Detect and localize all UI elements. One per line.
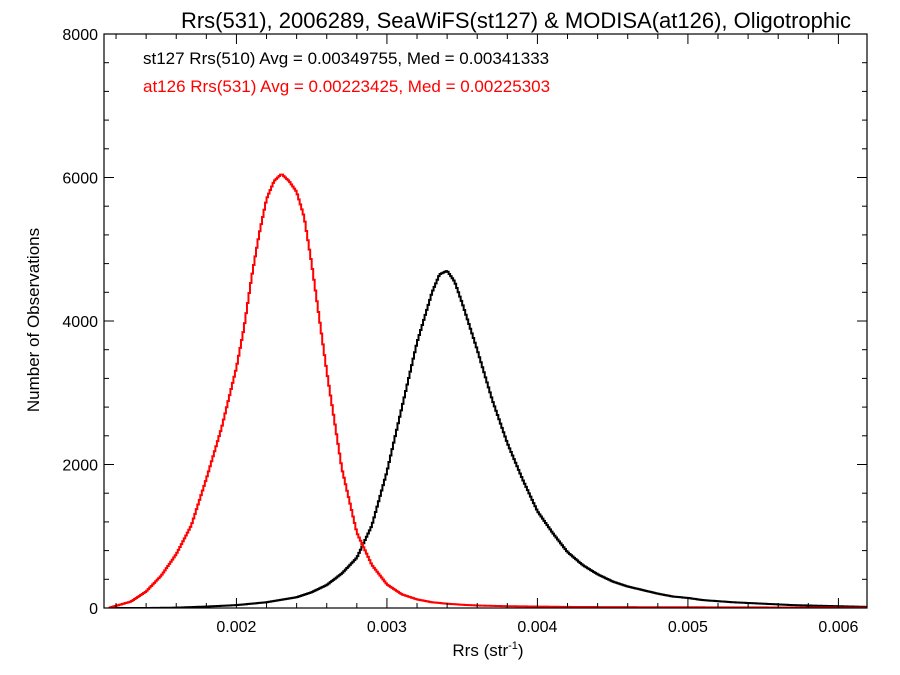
x-tick-label: 0.002 [216, 619, 256, 636]
y-tick-label: 8000 [62, 27, 98, 44]
plot-area [108, 173, 867, 608]
series-line-at126 [108, 173, 867, 608]
y-tick-label: 0 [89, 601, 98, 618]
y-tick-label: 4000 [62, 314, 98, 331]
x-axis-title-close: ) [518, 641, 524, 660]
x-tick-label: 0.004 [517, 619, 557, 636]
x-axis-title: Rrs (str-1) [452, 640, 523, 660]
y-tick-label: 6000 [62, 171, 98, 188]
legend-entry-at126: at126 Rrs(531) Avg = 0.00223425, Med = 0… [143, 77, 550, 96]
series-line-st127 [116, 270, 867, 608]
plot-frame [103, 33, 868, 609]
x-axis-title-superscript: -1 [508, 640, 518, 652]
x-axis-title-main: Rrs (str [452, 641, 508, 660]
x-tick-label: 0.006 [818, 619, 858, 636]
legend-entry-st127: st127 Rrs(510) Avg = 0.00349755, Med = 0… [143, 49, 549, 68]
x-tick-label: 0.005 [668, 619, 708, 636]
y-axis-title: Number of Observations [24, 228, 43, 412]
chart-title: Rrs(531), 2006289, SeaWiFS(st127) & MODI… [181, 8, 851, 33]
x-tick-label: 0.003 [367, 619, 407, 636]
y-tick-label: 2000 [62, 458, 98, 475]
axes: 0.002 0.003 0.004 0.005 0.006 0 2000 4000 6000 80… [62, 27, 868, 636]
